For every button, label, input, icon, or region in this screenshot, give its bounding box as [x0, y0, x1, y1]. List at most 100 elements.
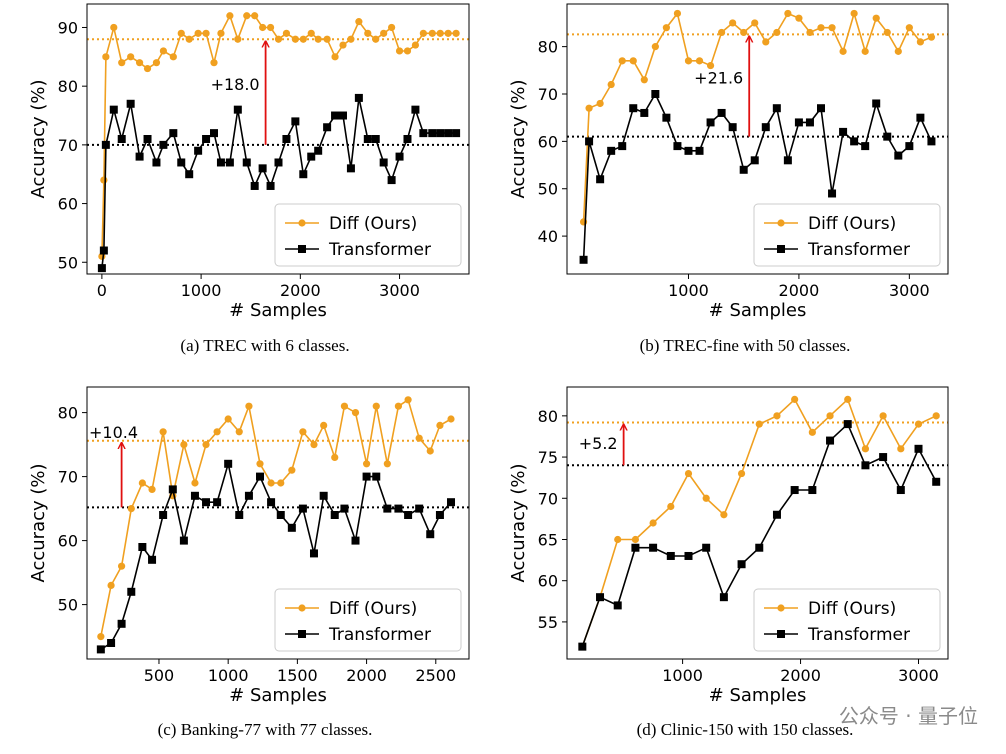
- transformer-point: [267, 498, 276, 507]
- legend-label: Diff (Ours): [808, 599, 896, 619]
- axes-frame: [566, 386, 949, 660]
- diff-point: [202, 29, 210, 37]
- diff-point: [718, 28, 726, 37]
- transformer-point: [419, 129, 428, 138]
- transformer-point: [613, 601, 622, 610]
- transformer-point: [194, 146, 203, 155]
- transformer-point: [383, 504, 392, 513]
- diff-point: [447, 415, 455, 423]
- transformer-point: [202, 135, 211, 143]
- transformer-point: [861, 461, 870, 470]
- transformer-point: [287, 523, 296, 532]
- diff-point: [737, 469, 746, 478]
- transformer-point: [808, 486, 817, 495]
- legend-label: Transformer: [807, 240, 910, 260]
- y-axis-label: Accuracy (%): [28, 79, 49, 198]
- transformer-point: [225, 158, 234, 167]
- axes-frame: [566, 3, 949, 275]
- transformer-point: [394, 504, 403, 513]
- diff-point: [152, 59, 161, 67]
- y-tick-label: 80: [538, 38, 558, 57]
- transformer-point: [127, 587, 136, 596]
- panel-d: +5.2 1000 2000 3000 55 60 65 70 75 80 # Samples Acc…: [508, 386, 949, 706]
- y-tick-label: 70: [538, 85, 558, 104]
- x-axis-label: # Samples: [709, 685, 807, 706]
- transformer-point: [340, 504, 349, 513]
- caption-d: (d) Clinic-150 with 150 classes.: [636, 720, 854, 739]
- transformer-point: [309, 549, 318, 558]
- diff-point: [340, 402, 349, 410]
- diff-point: [844, 395, 852, 403]
- diff-point: [894, 47, 902, 55]
- diff-point: [307, 29, 315, 37]
- transformer-point: [372, 472, 381, 481]
- transformer-point: [323, 123, 332, 132]
- diff-point: [795, 14, 803, 22]
- diff-series-line: [582, 10, 932, 222]
- x-tick-label: 1000: [662, 666, 703, 685]
- transformer-series-line: [100, 463, 452, 651]
- legend-swatch-marker: [298, 630, 306, 638]
- transformer-point: [319, 491, 328, 500]
- transformer-point: [169, 129, 178, 138]
- legend-label: Diff (Ours): [329, 214, 417, 234]
- legend-label: Transformer: [328, 240, 431, 260]
- diff-point: [355, 18, 363, 26]
- diff-point: [914, 420, 923, 428]
- transformer-point: [242, 158, 251, 167]
- legend-box: [753, 203, 941, 267]
- transformer-point: [618, 142, 627, 151]
- y-axis-label: Accuracy (%): [28, 463, 49, 582]
- transformer-point: [126, 99, 135, 108]
- legend-label: Diff (Ours): [329, 599, 417, 619]
- transformer-point: [331, 111, 340, 120]
- transformer-point: [435, 511, 444, 519]
- transformer-point: [826, 436, 835, 445]
- y-tick-label: 80: [58, 404, 78, 423]
- legend-swatch-marker: [777, 630, 785, 638]
- y-tick-label: 50: [58, 253, 78, 272]
- transformer-point: [436, 129, 445, 138]
- y-tick-label: 65: [538, 530, 558, 549]
- diff-point: [452, 29, 460, 37]
- diff-point: [861, 47, 869, 55]
- diff-point: [256, 460, 264, 468]
- improvement-label: +5.2: [579, 434, 618, 453]
- transformer-point: [298, 504, 307, 513]
- transformer-point: [883, 132, 892, 141]
- x-axis-label: # Samples: [709, 300, 807, 321]
- diff-point: [791, 395, 799, 403]
- x-tick-label: 500: [144, 666, 175, 685]
- legend: Diff (Ours) Transformer: [753, 203, 941, 267]
- diff-point: [299, 428, 307, 436]
- diff-point: [850, 9, 858, 18]
- diff-point: [224, 415, 232, 423]
- transformer-point: [216, 158, 225, 167]
- diff-point: [684, 57, 693, 65]
- diff-point: [351, 409, 360, 417]
- legend-label: Diff (Ours): [808, 214, 896, 234]
- transformer-point: [404, 511, 413, 519]
- transformer-point: [346, 164, 355, 173]
- diff-point: [364, 29, 372, 37]
- transformer-point: [673, 142, 682, 151]
- transformer-point: [307, 152, 316, 161]
- transformer-point: [351, 536, 360, 545]
- transformer-point: [872, 99, 881, 108]
- diff-point: [138, 479, 146, 487]
- transformer-point: [99, 246, 108, 255]
- diff-point: [720, 511, 728, 519]
- diff-point: [436, 421, 444, 429]
- diff-point: [288, 466, 296, 474]
- diff-point: [395, 47, 404, 55]
- diff-point: [773, 28, 781, 37]
- transformer-point: [894, 151, 903, 160]
- diff-point: [213, 428, 221, 436]
- diff-point: [267, 479, 275, 487]
- diff-point: [828, 24, 836, 32]
- x-tick-label: 0: [97, 281, 107, 300]
- y-tick-label: 80: [58, 77, 78, 96]
- axes-frame: [86, 3, 470, 275]
- transformer-point: [585, 137, 594, 146]
